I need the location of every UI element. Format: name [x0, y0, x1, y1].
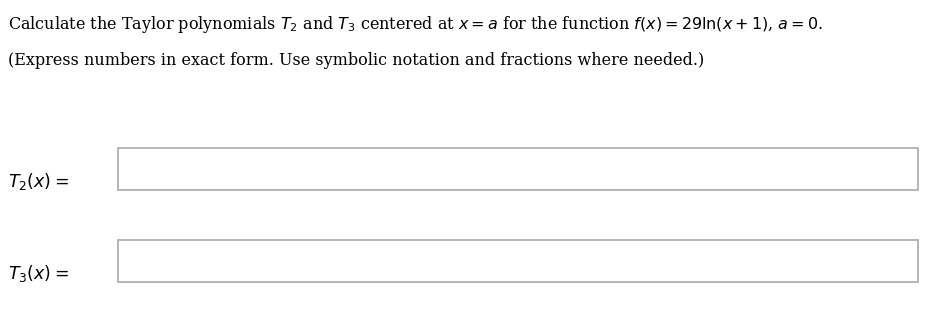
Text: (Express numbers in exact form. Use symbolic notation and fractions where needed: (Express numbers in exact form. Use symb… — [8, 52, 705, 69]
Bar — [118, 240, 918, 282]
Text: $T_3(x) =$: $T_3(x) =$ — [8, 262, 69, 283]
Text: Calculate the Taylor polynomials $T_2$ and $T_3$ centered at $x = a$ for the fun: Calculate the Taylor polynomials $T_2$ a… — [8, 14, 823, 35]
Text: $T_2(x) =$: $T_2(x) =$ — [8, 171, 69, 192]
Bar — [118, 148, 918, 190]
